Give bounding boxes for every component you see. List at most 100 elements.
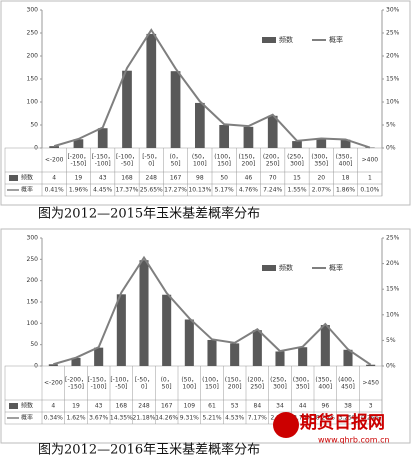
table-cell: 18 xyxy=(342,175,350,182)
bar xyxy=(230,343,240,366)
table-cell: 109 xyxy=(184,403,196,410)
x-tick-label: >450 xyxy=(362,380,379,387)
y-tick-label: 100 xyxy=(27,320,39,327)
bar xyxy=(275,351,285,366)
bar xyxy=(184,319,194,366)
x-tick-label: (350， 400] xyxy=(315,376,335,390)
table-cell: 17.27% xyxy=(164,187,187,194)
table-cell: 53 xyxy=(231,403,239,410)
x-tick-label: [-100，-50] xyxy=(116,153,138,167)
table-row-header: 概率 xyxy=(21,414,33,422)
table-cell: 19 xyxy=(72,403,80,410)
bar xyxy=(219,125,229,148)
x-tick-label: [-150，-100] xyxy=(92,153,114,167)
table-cell: 84 xyxy=(254,403,262,410)
table-cell: 21.18% xyxy=(133,415,156,422)
y-tick-label: 150 xyxy=(27,299,39,306)
legend-swatch xyxy=(9,175,18,181)
y2-tick-label: 20% xyxy=(386,260,400,267)
table-cell: 96 xyxy=(322,403,330,410)
caption: 图为2012—2016年玉米基差概率分布 xyxy=(38,442,260,458)
legend-label: 频数 xyxy=(279,263,293,272)
bar xyxy=(316,138,327,148)
table-cell: 43 xyxy=(95,403,103,410)
table-cell: 4.45% xyxy=(93,187,112,194)
table-cell: 1.62% xyxy=(66,415,85,422)
y-tick-label: 250 xyxy=(27,256,39,263)
bar xyxy=(195,102,205,148)
table-cell: 7.24% xyxy=(263,187,282,194)
table-cell: 1.86% xyxy=(336,187,355,194)
x-tick-label: (200， 250] xyxy=(247,376,267,390)
table-cell: 17.37% xyxy=(116,187,139,194)
legend-swatch xyxy=(262,37,276,43)
bar xyxy=(320,325,330,366)
bar xyxy=(146,33,157,148)
y2-tick-label: 20% xyxy=(386,53,400,60)
bar xyxy=(94,347,104,366)
legend-label: 概率 xyxy=(329,263,343,272)
table-cell: 2.07% xyxy=(312,187,331,194)
watermark-logo xyxy=(273,412,299,438)
x-tick-label: (300， 350] xyxy=(293,376,313,390)
y2-tick-label: 5% xyxy=(386,337,396,344)
table-cell: 34 xyxy=(276,403,284,410)
table-cell: 167 xyxy=(161,403,173,410)
table-cell: 14.35% xyxy=(110,415,133,422)
y2-tick-label: 10% xyxy=(386,311,400,318)
y2-tick-label: 15% xyxy=(386,286,400,293)
bar xyxy=(267,115,278,148)
y2-tick-label: 25% xyxy=(386,30,400,37)
table-cell: 4.76% xyxy=(239,187,258,194)
bar xyxy=(97,128,108,148)
bar xyxy=(116,294,126,366)
x-tick-label: (100， 150] xyxy=(214,153,234,167)
x-tick-label: >400 xyxy=(362,157,379,164)
table-row-header: 概率 xyxy=(21,186,33,194)
table-cell: 10.13% xyxy=(188,187,211,194)
y-tick-label: 300 xyxy=(27,235,39,242)
table-cell: 38 xyxy=(344,403,352,410)
legend-swatch xyxy=(262,265,276,271)
y-tick-label: 50 xyxy=(30,122,38,129)
table-cell: 0.26% xyxy=(361,415,380,422)
y-tick-label: 50 xyxy=(30,341,38,348)
table-cell: 98 xyxy=(196,175,204,182)
table-cell: 7.17% xyxy=(248,415,267,422)
line-series xyxy=(53,28,371,149)
watermark: 期货日报网 www.qhrb.com.cn xyxy=(273,412,390,445)
bar xyxy=(207,339,217,366)
y2-tick-label: 25% xyxy=(386,235,400,242)
bar xyxy=(48,364,58,366)
legend-label: 概率 xyxy=(329,35,343,44)
bar xyxy=(122,70,132,148)
table-cell: 248 xyxy=(146,175,158,182)
x-tick-label: (0， 50] xyxy=(169,153,181,167)
y2-tick-label: 5% xyxy=(386,122,396,129)
x-tick-label: [-100，-50] xyxy=(110,376,132,390)
x-tick-label: (0， 50] xyxy=(161,376,173,390)
table-cell: 3.25% xyxy=(338,415,357,422)
x-tick-label: <-200 xyxy=(44,380,63,387)
x-tick-label: (100， 150] xyxy=(202,376,222,390)
y2-tick-label: 10% xyxy=(386,99,400,106)
bar xyxy=(73,139,84,148)
y2-tick-label: 0% xyxy=(386,145,396,152)
caption: 图为2012—2015年玉米基差概率分布 xyxy=(38,206,260,222)
table-cell: 8.20% xyxy=(316,415,335,422)
table-cell: 168 xyxy=(121,175,133,182)
y-tick-label: 200 xyxy=(27,53,39,60)
table-cell: 61 xyxy=(208,403,216,410)
table-cell: 168 xyxy=(116,403,128,410)
x-tick-label: (150， 200] xyxy=(239,153,259,167)
bar xyxy=(343,349,353,366)
table-cell: 15 xyxy=(293,175,301,182)
x-tick-label: [-50， 0] xyxy=(135,376,153,390)
table-cell: 14.26% xyxy=(155,415,178,422)
table-cell: 0.10% xyxy=(360,187,379,194)
table-cell: 3 xyxy=(369,403,373,410)
legend-swatch xyxy=(9,403,18,409)
table-cell: 0.41% xyxy=(45,187,64,194)
bar xyxy=(49,146,59,148)
